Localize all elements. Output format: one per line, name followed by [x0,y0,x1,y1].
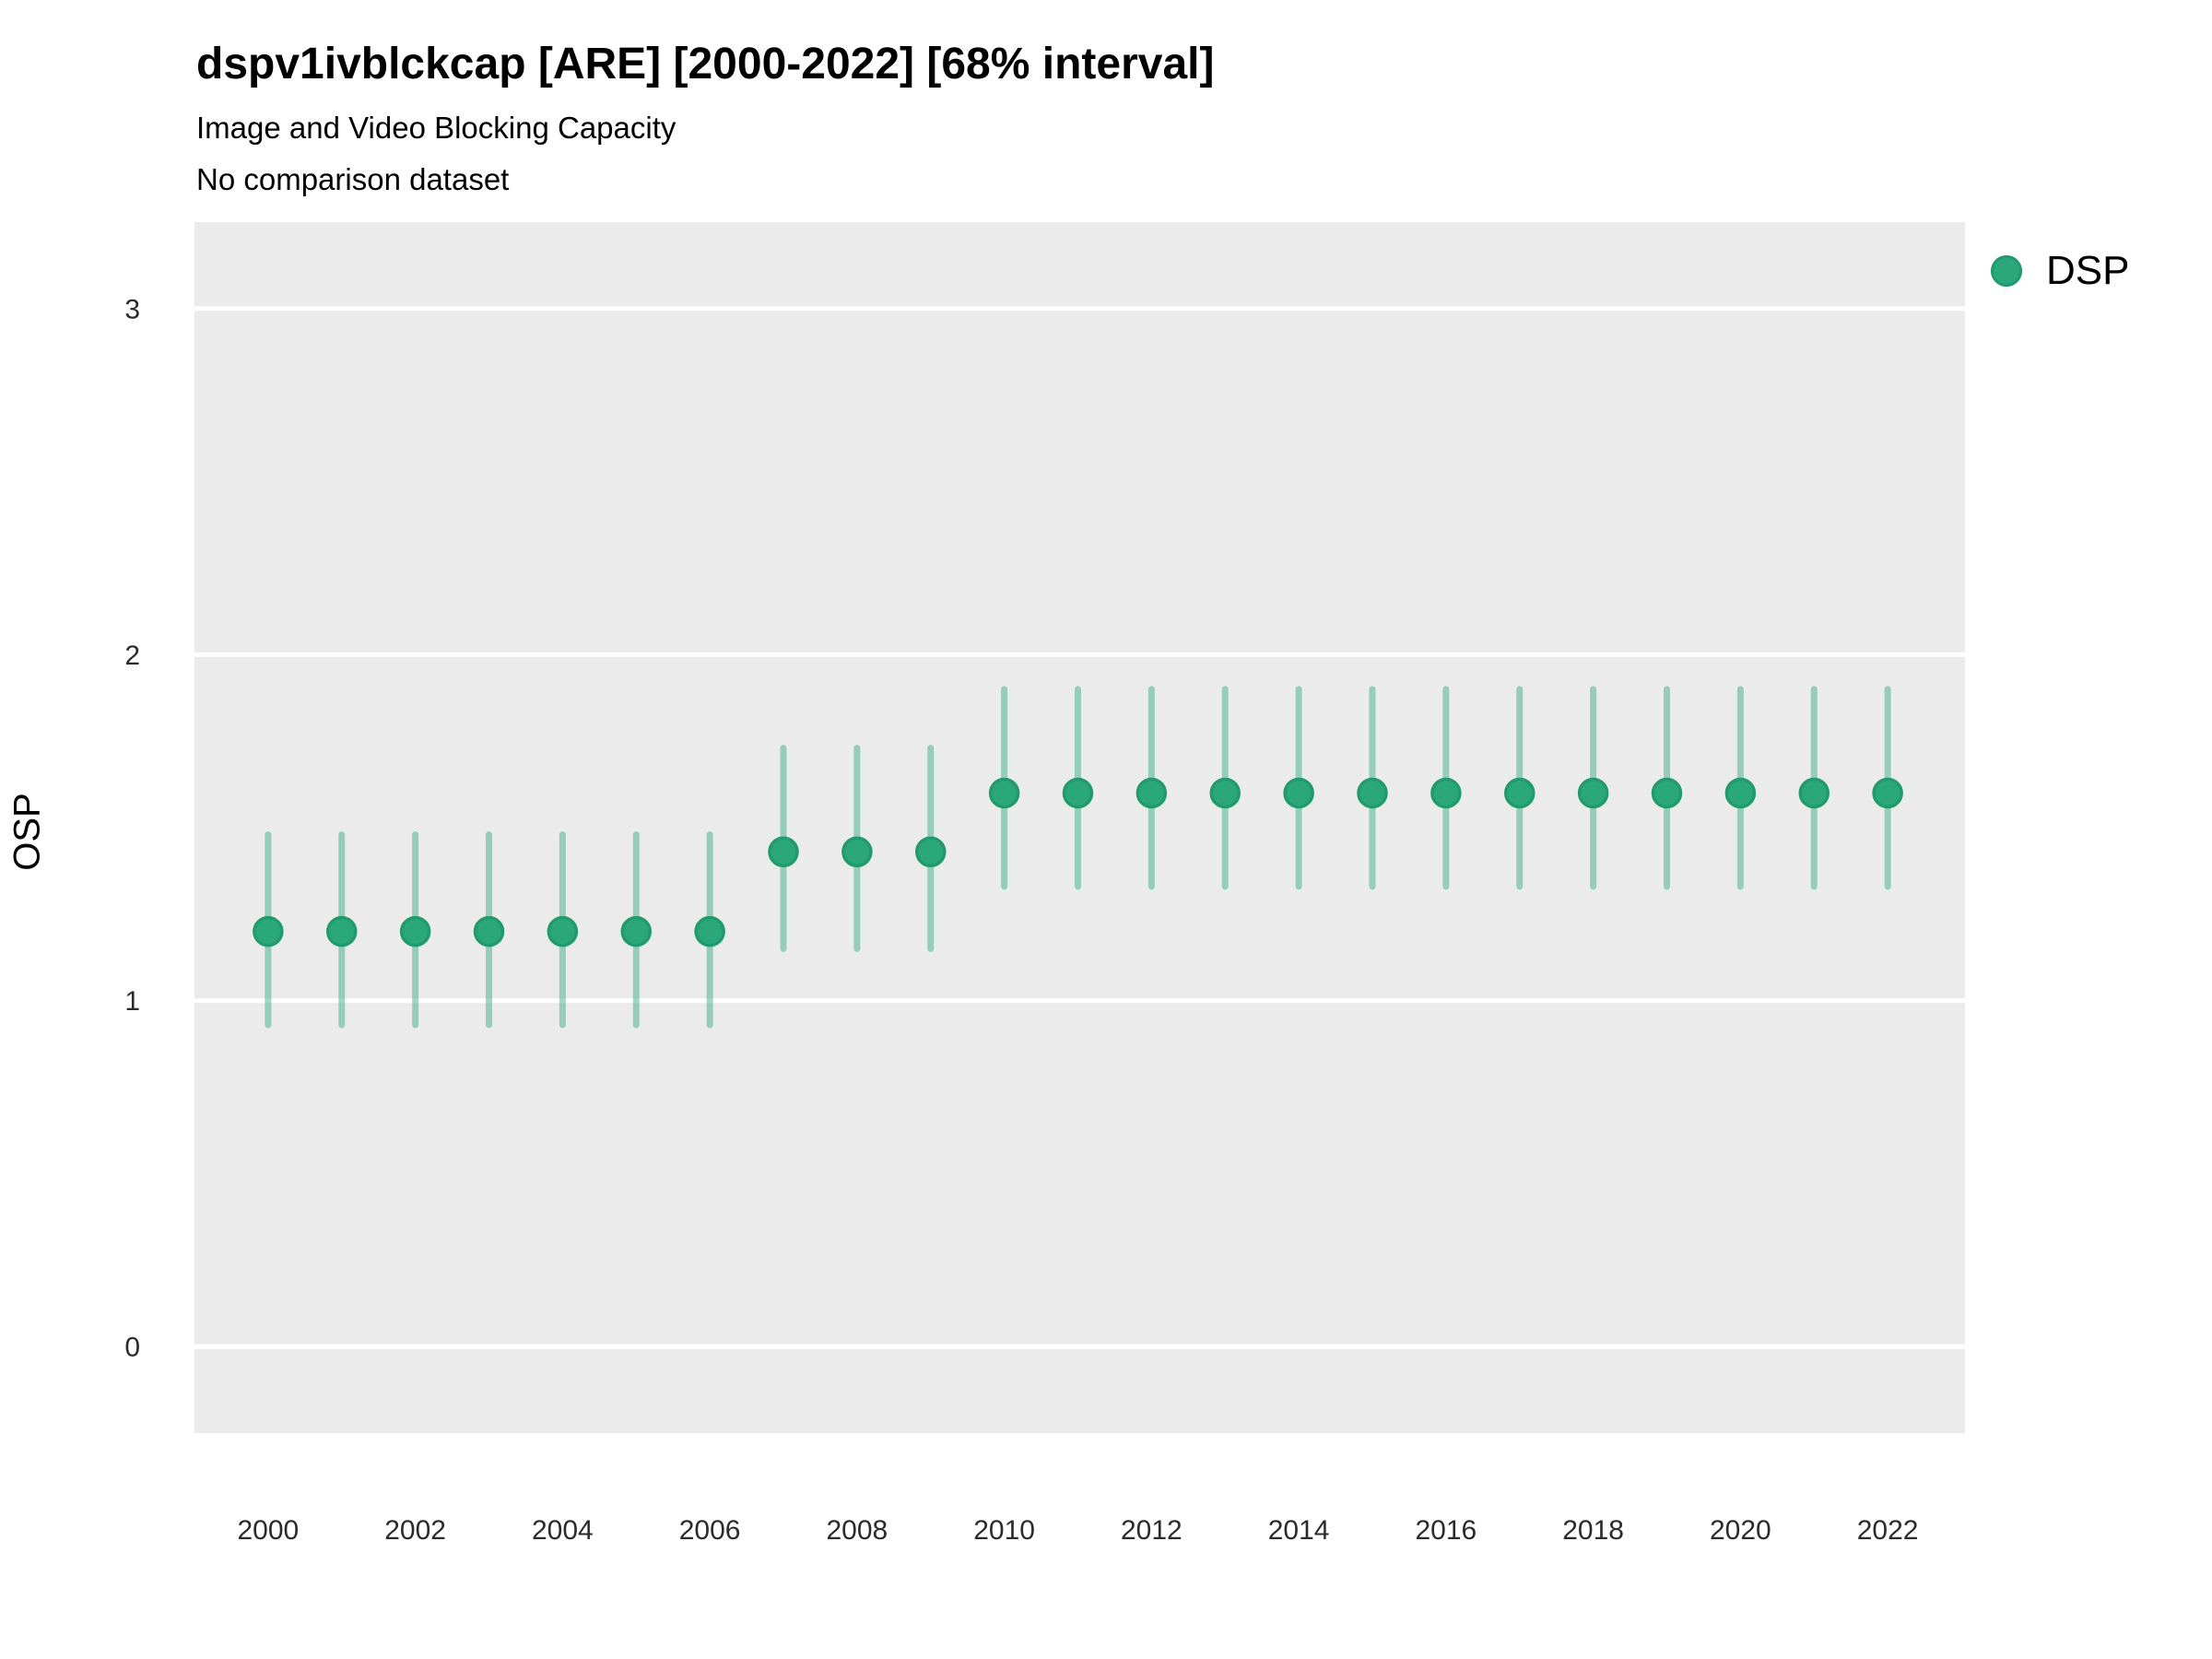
chart-subtitle: Image and Video Blocking Capacity [196,111,677,145]
point-dsp-2015 [1357,777,1388,809]
point-dsp-2018 [1577,777,1609,809]
point-dsp-2016 [1430,777,1462,809]
chart-note: No comparison dataset [196,162,510,196]
point-dsp-2004 [547,915,579,947]
chart-panel [194,222,1965,1433]
point-dsp-2020 [1724,777,1757,809]
point-dsp-2010 [988,777,1020,809]
y-tick-label-0: 0 [124,1333,140,1363]
point-dsp-2007 [768,836,799,868]
x-tick-label-2012: 2012 [1121,1515,1182,1546]
x-tick-label-2000: 2000 [238,1515,300,1546]
x-tick-label-2014: 2014 [1268,1515,1330,1546]
point-dsp-2013 [1209,777,1241,809]
chart-title: dspv1ivblckcap [ARE] [2000-2022] [68% in… [196,40,1215,88]
legend-swatch-dsp-icon [1991,255,2022,287]
point-dsp-2006 [694,915,725,947]
point-dsp-2019 [1651,777,1683,809]
y-tick-label-1: 1 [124,986,140,1017]
x-tick-label-2022: 2022 [1857,1515,1919,1546]
point-dsp-2021 [1798,777,1830,809]
point-dsp-2022 [1872,777,1903,809]
x-tick-label-2016: 2016 [1416,1515,1477,1546]
x-tick-label-2020: 2020 [1710,1515,1771,1546]
point-dsp-2003 [473,915,505,947]
y-tick-label-3: 3 [124,294,140,324]
point-dsp-2012 [1135,777,1168,809]
point-dsp-2008 [841,836,873,868]
legend: DSP [1991,251,2129,291]
point-dsp-2011 [1062,777,1094,809]
legend-label-dsp: DSP [2046,248,2130,293]
y-tick-label-2: 2 [124,641,140,671]
point-dsp-2005 [620,915,653,947]
x-tick-label-2004: 2004 [532,1515,594,1546]
point-dsp-2000 [253,915,284,947]
x-tick-label-2018: 2018 [1562,1515,1624,1546]
point-dsp-2001 [326,915,358,947]
x-tick-label-2008: 2008 [827,1515,888,1546]
x-tick-label-2002: 2002 [384,1515,446,1546]
point-dsp-2009 [915,836,947,868]
point-dsp-2017 [1504,777,1535,809]
x-tick-label-2010: 2010 [973,1515,1035,1546]
x-tick-label-2006: 2006 [679,1515,741,1546]
point-dsp-2002 [399,915,431,947]
point-dsp-2014 [1283,777,1314,809]
